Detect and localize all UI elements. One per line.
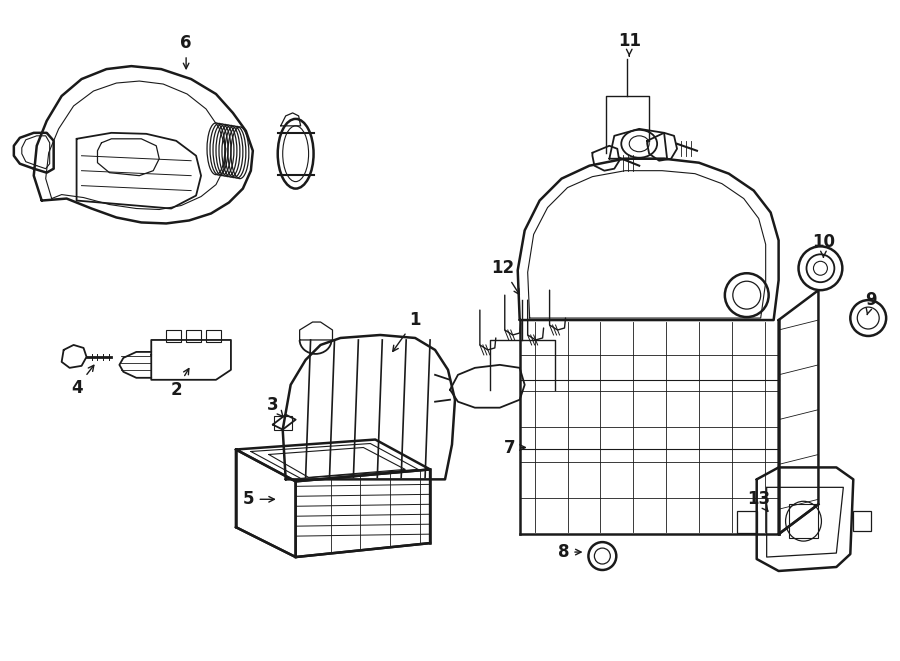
Bar [788, 504, 818, 538]
Bar [737, 511, 757, 533]
Text: 5: 5 [243, 490, 274, 508]
Bar [166, 330, 181, 342]
Text: 6: 6 [180, 34, 192, 69]
Text: 8: 8 [558, 543, 581, 561]
Text: 3: 3 [267, 396, 284, 417]
Bar [206, 330, 221, 342]
Bar [186, 330, 201, 342]
Text: 13: 13 [747, 490, 770, 512]
Text: 12: 12 [491, 259, 519, 294]
Text: 4: 4 [71, 366, 94, 397]
Text: 1: 1 [392, 311, 421, 352]
Text: 2: 2 [170, 369, 189, 399]
Text: 10: 10 [812, 233, 835, 257]
Bar [274, 416, 292, 430]
Text: 9: 9 [866, 291, 877, 315]
Text: 7: 7 [504, 438, 526, 457]
Bar [853, 511, 871, 531]
Text: 11: 11 [617, 32, 641, 56]
